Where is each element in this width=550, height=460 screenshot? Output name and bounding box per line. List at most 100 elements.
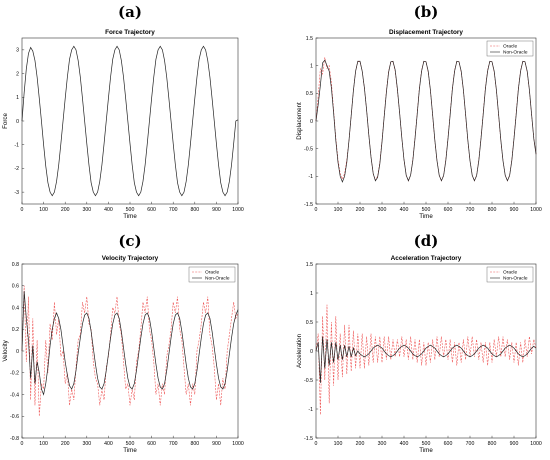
panel-3-ytick-label: 0.4 bbox=[12, 305, 19, 311]
panel-2-xtick-label: 500 bbox=[422, 207, 431, 213]
panel-1-xtick-label: 500 bbox=[126, 207, 135, 213]
panel-2-xtick-label: 600 bbox=[444, 207, 453, 213]
panel-1-xtick-label: 400 bbox=[104, 207, 113, 213]
panel-3-ytick-label: 0.8 bbox=[12, 262, 19, 268]
panel-1-xlabel: Time bbox=[123, 213, 137, 220]
panel-2-ytick-label: 0 bbox=[310, 119, 313, 125]
panel-2-title: Displacement Trajectory bbox=[389, 29, 463, 36]
panel-3-letter: (c) bbox=[118, 232, 141, 250]
panel-4-series-non-oracle-line bbox=[315, 336, 537, 383]
panel-2-xtick-label: 800 bbox=[488, 207, 497, 213]
panel-2-xtick-label: 0 bbox=[315, 207, 318, 213]
panel-4-ytick-label: -1 bbox=[308, 407, 313, 413]
panel-3-ytick-label: -0.4 bbox=[10, 392, 19, 398]
panel-3-xtick-label: 900 bbox=[212, 441, 221, 447]
panel-1-ytick-label: -1 bbox=[14, 143, 19, 149]
panel-4-legend-label: Non-Oracle bbox=[503, 276, 528, 282]
panel-1-xtick-label: 1000 bbox=[232, 207, 244, 213]
panel-3-xtick-label: 300 bbox=[82, 441, 91, 447]
panel-2-xtick-label: 1000 bbox=[530, 207, 542, 213]
panel-3-xtick-label: 500 bbox=[126, 441, 135, 447]
panel-1-ytick-label: 1 bbox=[16, 95, 19, 101]
panel-1-letter: (a) bbox=[118, 3, 142, 21]
panel-4-ytick-label: 1.5 bbox=[306, 262, 313, 268]
panel-4-xtick-label: 0 bbox=[315, 441, 318, 447]
panel-2-ytick-label: -0.5 bbox=[304, 146, 313, 152]
panel-1-series-force-line bbox=[21, 45, 239, 197]
panel-4-ytick-label: -0.5 bbox=[304, 378, 313, 384]
panel-3-xtick-label: 0 bbox=[21, 441, 24, 447]
panel-1-ylabel: Force bbox=[2, 113, 9, 129]
panel-3-xtick-label: 100 bbox=[39, 441, 48, 447]
panel-4-xlabel: Time bbox=[419, 447, 433, 454]
panel-2-letter: (b) bbox=[414, 3, 439, 21]
panel-4-series-oracle-line bbox=[315, 304, 537, 415]
panel-2-ytick-label: 0.5 bbox=[306, 91, 313, 97]
panel-3-ytick-label: 0.6 bbox=[12, 284, 19, 290]
panel-2-legend-label: Non-Oracle bbox=[503, 50, 528, 56]
panel-1-xtick-label: 900 bbox=[212, 207, 221, 213]
panel-4-ylabel: Acceleration bbox=[296, 333, 303, 368]
panel-1-ytick-label: 3 bbox=[16, 48, 19, 54]
panel-4-xtick-label: 600 bbox=[444, 441, 453, 447]
panel-1-ytick-label: 0 bbox=[16, 119, 19, 125]
panel-1-xtick-label: 700 bbox=[169, 207, 178, 213]
panel-4-title: Acceleration Trajectory bbox=[391, 255, 462, 262]
panel-2-ytick-label: 1 bbox=[310, 63, 313, 69]
panel-2-xtick-label: 700 bbox=[466, 207, 475, 213]
panel-3-ytick-label: -0.2 bbox=[10, 371, 19, 377]
panel-3-series-oracle-line bbox=[21, 285, 239, 417]
panel-2-xlabel: Time bbox=[419, 213, 433, 220]
panel-3-ylabel: Velocity bbox=[2, 339, 9, 361]
panel-3-ytick-label: 0 bbox=[16, 349, 19, 355]
panel-1-xtick-label: 300 bbox=[82, 207, 91, 213]
panel-3-ytick-label: -0.8 bbox=[10, 436, 19, 442]
panel-1-xtick-label: 0 bbox=[21, 207, 24, 213]
panel-3-xtick-label: 1000 bbox=[232, 441, 244, 447]
panel-1-ytick-label: 2 bbox=[16, 71, 19, 77]
panel-2-series-non-oracle-line bbox=[315, 59, 537, 183]
panel-1-title: Force Trajectory bbox=[105, 29, 155, 36]
panel-1-xtick-label: 800 bbox=[190, 207, 199, 213]
panel-4-ytick-label: 0 bbox=[310, 349, 313, 355]
panel-4-xtick-label: 200 bbox=[356, 441, 365, 447]
panel-3-legend-label: Non-Oracle bbox=[205, 276, 230, 282]
panel-3-xtick-label: 400 bbox=[104, 441, 113, 447]
panel-3-title: Velocity Trajectory bbox=[102, 255, 159, 262]
panel-4-ytick-label: -1.5 bbox=[304, 436, 313, 442]
panel-3-ytick-label: -0.6 bbox=[10, 414, 19, 420]
panel-3-series-non-oracle-line bbox=[21, 291, 239, 396]
panel-4-xtick-label: 400 bbox=[400, 441, 409, 447]
panel-4-ytick-label: 1 bbox=[310, 291, 313, 297]
panel-1-xtick-label: 100 bbox=[39, 207, 48, 213]
panel-4-xtick-label: 900 bbox=[510, 441, 519, 447]
panel-2-xtick-label: 400 bbox=[400, 207, 409, 213]
panel-3-ytick-label: 0.2 bbox=[12, 327, 19, 333]
panel-4-letter: (d) bbox=[414, 232, 439, 250]
panel-2-ytick-label: -1 bbox=[308, 174, 313, 180]
panel-2-xtick-label: 900 bbox=[510, 207, 519, 213]
panel-1-plot-frame bbox=[21, 37, 239, 205]
panel-3-xtick-label: 700 bbox=[169, 441, 178, 447]
panel-2-legend-label: Oracle bbox=[503, 44, 517, 50]
panel-4-xtick-label: 800 bbox=[488, 441, 497, 447]
panel-3-legend-label: Oracle bbox=[205, 270, 219, 276]
panel-4-legend-label: Oracle bbox=[503, 270, 517, 276]
panel-1-xtick-label: 200 bbox=[61, 207, 70, 213]
panel-3-xlabel: Time bbox=[123, 447, 137, 454]
panel-2-xtick-label: 300 bbox=[378, 207, 387, 213]
panel-4-xtick-label: 300 bbox=[378, 441, 387, 447]
panel-2-ylabel: Displacement bbox=[296, 102, 303, 140]
panel-2-xtick-label: 200 bbox=[356, 207, 365, 213]
panel-1-ytick-label: -2 bbox=[14, 166, 19, 172]
panel-1-ytick-label: -3 bbox=[14, 190, 19, 196]
panel-3-plot-frame bbox=[21, 263, 239, 439]
panel-4-xtick-label: 100 bbox=[334, 441, 343, 447]
panel-4-xtick-label: 1000 bbox=[530, 441, 542, 447]
panel-2-ytick-label: 1.5 bbox=[306, 36, 313, 42]
panel-2-xtick-label: 100 bbox=[334, 207, 343, 213]
panel-3-xtick-label: 800 bbox=[190, 441, 199, 447]
panel-4-xtick-label: 500 bbox=[422, 441, 431, 447]
panel-1-xtick-label: 600 bbox=[147, 207, 156, 213]
panel-4-ytick-label: 0.5 bbox=[306, 320, 313, 326]
